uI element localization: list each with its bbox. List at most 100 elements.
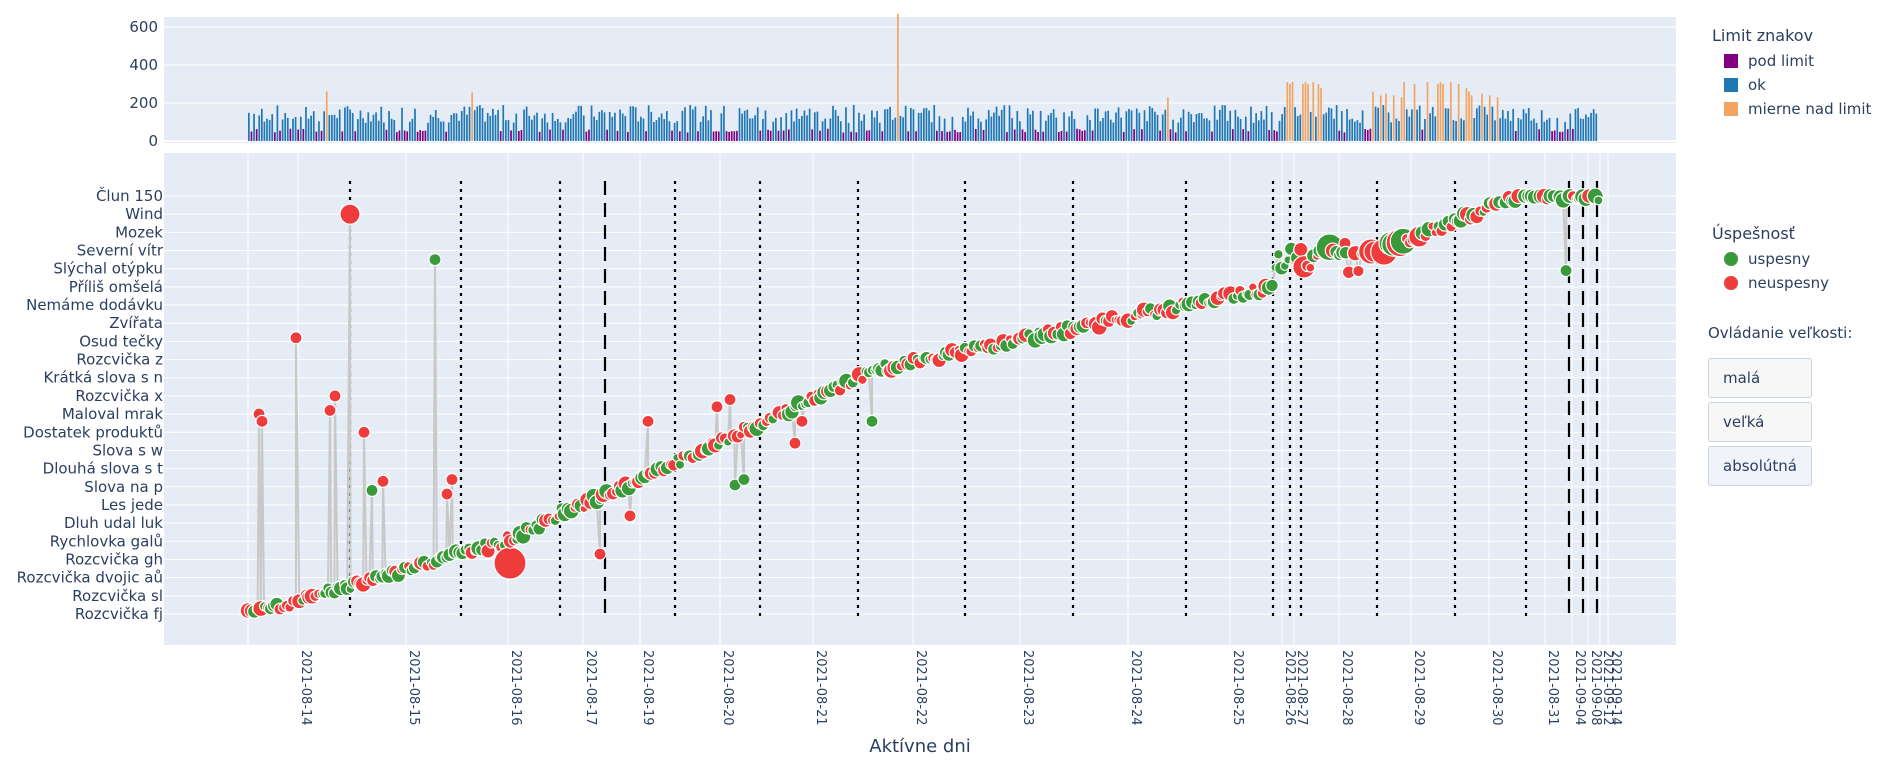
attempt-point-fail[interactable] xyxy=(376,474,390,488)
bar xyxy=(341,131,344,141)
bar xyxy=(1340,111,1343,141)
bar xyxy=(813,112,816,141)
attempt-point-success[interactable] xyxy=(1273,249,1284,260)
x-tick-label: 2021-08-29 xyxy=(1411,650,1426,726)
bar xyxy=(554,121,557,141)
attempt-point-fail[interactable] xyxy=(445,472,459,487)
bar xyxy=(1276,131,1278,141)
bar xyxy=(460,111,463,141)
attempt-point-success[interactable] xyxy=(1593,195,1604,206)
legend-item-neuspesny[interactable]: neuspesny xyxy=(1712,271,1829,295)
attempt-point-fail[interactable] xyxy=(723,392,737,407)
bar xyxy=(1006,132,1008,141)
bar xyxy=(434,110,437,141)
success-legend-title: Úspešnosť xyxy=(1712,224,1795,243)
bar xyxy=(427,122,429,141)
bar xyxy=(546,122,549,141)
size-button-absolute[interactable]: absolútná xyxy=(1708,446,1812,486)
bar xyxy=(1000,109,1003,141)
attempt-point-fail[interactable] xyxy=(795,414,809,428)
bar xyxy=(1083,130,1086,141)
bar xyxy=(759,130,762,141)
attempt-point-fail[interactable] xyxy=(1352,264,1365,278)
legend-item-pod-limit[interactable]: pod limit xyxy=(1712,49,1871,73)
attempt-point-success[interactable] xyxy=(365,483,379,498)
bar xyxy=(917,112,920,141)
bar xyxy=(715,131,718,141)
bar xyxy=(344,107,346,141)
bar xyxy=(1086,115,1089,141)
bar xyxy=(1115,112,1117,141)
bar xyxy=(1190,114,1193,141)
bar xyxy=(629,106,632,141)
bar xyxy=(595,120,598,141)
bar xyxy=(1065,131,1068,141)
attempt-point-success[interactable] xyxy=(865,414,879,428)
bar xyxy=(1231,129,1234,141)
attempt-point-success[interactable] xyxy=(1265,278,1279,293)
bar xyxy=(808,108,811,141)
attempt-point-fail[interactable] xyxy=(440,487,454,501)
attempt-point-fail[interactable] xyxy=(1305,262,1316,273)
attempt-point-fail[interactable] xyxy=(323,403,337,418)
bar xyxy=(1019,121,1021,141)
attempt-point-success[interactable] xyxy=(737,472,751,487)
bar xyxy=(663,119,666,141)
bar xyxy=(473,110,476,141)
legend-item-mierne-nad-limit[interactable]: mierne nad limit xyxy=(1712,97,1871,121)
legend-item-ok[interactable]: ok xyxy=(1712,73,1871,97)
attempt-point-fail[interactable] xyxy=(357,425,371,439)
bar xyxy=(393,119,396,141)
bar xyxy=(1405,109,1408,141)
attempt-point-fail[interactable] xyxy=(788,436,802,450)
attempt-point-fail[interactable] xyxy=(339,203,361,225)
attempt-point-fail[interactable] xyxy=(710,400,724,414)
y-tick-label: Dostatek produktů xyxy=(23,423,163,441)
bar xyxy=(938,116,941,141)
bar xyxy=(793,121,795,141)
bar xyxy=(1400,97,1403,141)
bar xyxy=(1361,110,1364,141)
attempt-point-fail[interactable] xyxy=(641,414,655,428)
bar xyxy=(458,120,460,141)
attempt-point-fail[interactable] xyxy=(493,546,527,580)
size-button-small[interactable]: malá xyxy=(1708,358,1812,398)
bar xyxy=(577,105,580,141)
bar xyxy=(816,111,819,141)
attempt-point-fail[interactable] xyxy=(1293,241,1309,258)
bar xyxy=(829,118,832,141)
bar xyxy=(453,113,455,141)
bar xyxy=(1257,120,1260,141)
bar-y-tick-label: 200 xyxy=(129,94,158,112)
x-tick-label: 2021-08-21 xyxy=(813,650,828,726)
attempt-point-fail[interactable] xyxy=(623,509,637,523)
bar xyxy=(1016,110,1019,141)
bar xyxy=(349,109,351,141)
attempt-point-fail[interactable] xyxy=(593,547,607,561)
attempt-point-success[interactable] xyxy=(1559,263,1573,278)
bar xyxy=(1211,131,1213,141)
attempt-point-fail[interactable] xyxy=(289,331,303,345)
bar xyxy=(401,107,403,141)
legend-item-uspesny[interactable]: uspesny xyxy=(1712,247,1829,271)
bar xyxy=(1356,120,1359,141)
size-button-large[interactable]: veľká xyxy=(1708,402,1812,442)
attempt-point-fail[interactable] xyxy=(328,389,342,403)
bar xyxy=(1569,113,1572,141)
attempt-point-success[interactable] xyxy=(428,253,442,267)
bar xyxy=(1270,112,1273,141)
attempt-point-fail[interactable] xyxy=(255,414,269,428)
bar xyxy=(385,129,388,141)
bar xyxy=(967,107,969,141)
y-tick-label: Slova s w xyxy=(92,441,163,459)
y-tick-label: Člun 150 xyxy=(96,186,163,205)
bar xyxy=(1154,111,1156,141)
success-legend: Úspešnosť uspesny neuspesny xyxy=(1712,224,1829,295)
bar xyxy=(1185,131,1187,141)
bar xyxy=(1078,129,1081,141)
bar xyxy=(686,132,689,141)
bar xyxy=(619,109,621,141)
bar xyxy=(403,130,406,141)
bar xyxy=(1429,113,1431,141)
bar xyxy=(1058,132,1060,141)
